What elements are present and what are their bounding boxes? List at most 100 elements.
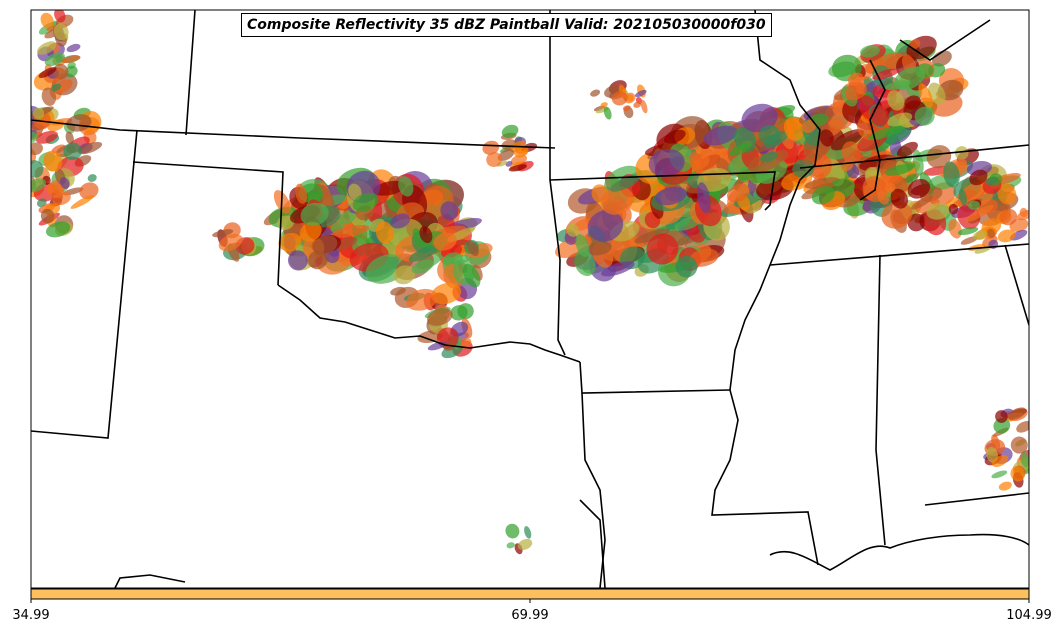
reflectivity-blob: [907, 213, 926, 232]
reflectivity-blob: [44, 52, 65, 67]
reflectivity-blob: [393, 265, 416, 285]
reflectivity-blob: [860, 45, 880, 58]
reflectivity-blob: [758, 124, 780, 145]
reflectivity-blob: [804, 177, 840, 189]
reflectivity-blob: [958, 189, 968, 206]
reflectivity-blob: [926, 145, 952, 169]
reflectivity-blob: [948, 203, 959, 215]
reflectivity-blob: [884, 164, 914, 176]
reflectivity-blob: [77, 141, 103, 155]
reflectivity-blob: [601, 261, 635, 277]
colorbar-tick-label-2: 104.99: [1006, 608, 1052, 623]
reflectivity-blob: [52, 191, 71, 206]
reflectivity-blob: [998, 481, 1012, 491]
reflectivity-blob: [590, 89, 601, 97]
reflectivity-blob: [433, 232, 457, 251]
reflectivity-blob: [633, 101, 642, 108]
reflectivity-blob: [985, 176, 998, 186]
reflectivity-blob: [601, 186, 634, 215]
reflectivity-blob: [40, 208, 55, 224]
reflectivity-blob: [521, 149, 528, 155]
reflectivity-blob: [968, 200, 980, 210]
reflectivity-blob: [295, 183, 308, 204]
reflectivity-blob: [965, 205, 994, 222]
reflectivity-blob: [802, 153, 823, 164]
colorbar-tick-label-0: 34.99: [12, 608, 50, 623]
reflectivity-blob: [911, 195, 933, 210]
border-mississippi-river: [711, 10, 821, 566]
reflectivity-blob: [648, 149, 685, 177]
reflectivity-blob: [505, 523, 520, 539]
reflectivity-blob: [440, 201, 459, 221]
reflectivity-blob: [45, 221, 71, 238]
reflectivity-blob: [845, 81, 867, 101]
reflectivity-blob: [31, 142, 43, 156]
reflectivity-blob: [877, 190, 889, 205]
reflectivity-blob: [600, 102, 608, 108]
border-florida-alabama: [924, 492, 1029, 506]
reflectivity-blob: [36, 130, 58, 144]
reflectivity-blob: [398, 176, 414, 197]
reflectivity-blob: [896, 141, 918, 158]
reflectivity-blob: [1020, 451, 1029, 468]
reflectivity-blob: [729, 142, 753, 156]
reflectivity-blob: [37, 41, 57, 55]
border-oklahoma-panhandle: [132, 161, 284, 286]
reflectivity-blob: [87, 174, 97, 182]
border-georgia: [1004, 244, 1029, 326]
reflectivity-blob: [31, 178, 46, 193]
reflectivity-blob: [32, 107, 45, 120]
reflectivity-blob: [635, 89, 647, 98]
reflectivity-blob: [51, 83, 62, 92]
reflectivity-blob: [1016, 420, 1029, 433]
colorbar: [30, 588, 1030, 600]
reflectivity-blob: [847, 72, 864, 86]
reflectivity-blob: [957, 226, 979, 236]
reflectivity-blob: [997, 229, 1016, 243]
reflectivity-blob: [574, 250, 596, 277]
border-colorado-east: [185, 10, 196, 136]
reflectivity-blob: [654, 186, 687, 206]
reflectivity-blob: [943, 161, 960, 188]
border-ohio-river: [859, 59, 886, 201]
reflectivity-blob: [330, 224, 370, 238]
reflectivity-blob: [54, 10, 66, 23]
reflectivity-blob: [627, 94, 634, 102]
texas-coast: [579, 499, 606, 588]
reflectivity-blob: [587, 210, 624, 242]
reflectivity-blob: [918, 83, 934, 108]
reflectivity-blob: [841, 141, 862, 165]
reflectivity-blob: [566, 223, 579, 237]
reflectivity-blob: [411, 259, 434, 274]
reflectivity-blob: [412, 228, 425, 249]
reflectivity-blob: [914, 106, 935, 126]
reflectivity-blob: [70, 194, 95, 209]
reflectivity-blob: [43, 150, 63, 172]
reflectivity-blob: [59, 177, 70, 189]
reflectivity-blob: [419, 226, 433, 244]
reflectivity-blob: [299, 221, 322, 242]
reflectivity-blob: [1007, 407, 1027, 421]
reflectivity-blob: [792, 159, 815, 178]
reflectivity-blob: [890, 188, 909, 209]
reflectivity-blob: [991, 454, 1009, 468]
reflectivity-blob: [506, 542, 515, 549]
reflectivity-blob: [31, 131, 39, 146]
border-oklahoma-east: [549, 10, 566, 356]
reflectivity-blob: [300, 202, 329, 226]
reflectivity-blob: [999, 208, 1018, 226]
reflectivity-blob: [646, 233, 679, 265]
reflectivity-blob: [586, 241, 612, 256]
reflectivity-blob: [991, 434, 1001, 451]
reflectivity-blob: [726, 183, 750, 203]
reflectivity-blob: [973, 230, 988, 240]
reflectivity-blob: [640, 99, 648, 114]
reflectivity-blob: [1010, 436, 1028, 454]
border-indiana: [899, 19, 991, 61]
reflectivity-blob: [501, 124, 519, 138]
reflectivity-blob: [909, 39, 921, 50]
reflectivity-blob: [496, 160, 508, 167]
reflectivity-blob: [995, 410, 1008, 423]
